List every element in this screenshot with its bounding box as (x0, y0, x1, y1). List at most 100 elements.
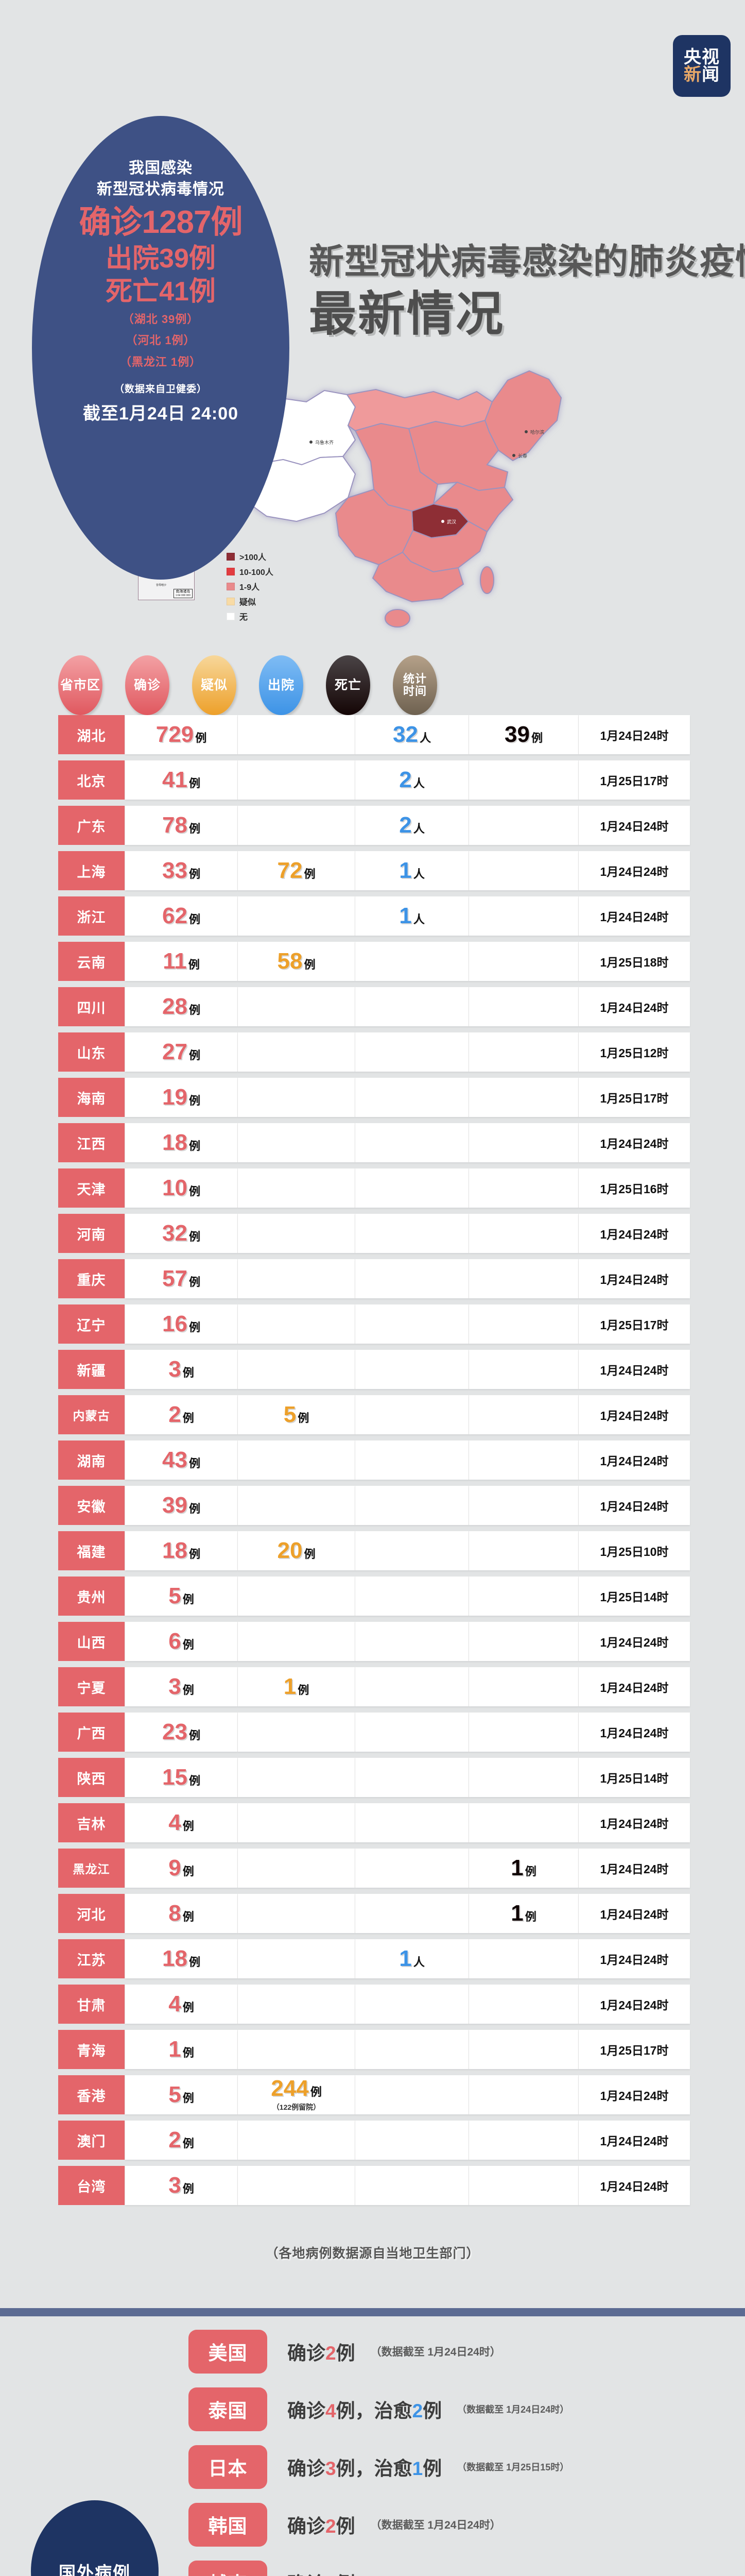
cell-deaths (469, 1304, 579, 1344)
cell-discharged (355, 1894, 469, 1933)
table-row[interactable]: 北京 41 例 2 人 1月25日17时 (0, 760, 745, 800)
cell-deaths (469, 806, 579, 845)
legend-label: 1-9人 (239, 583, 260, 592)
table-row[interactable]: 重庆 57 例 1月24日24时 (0, 1259, 745, 1298)
table-row[interactable]: 上海 33 例 72 例 1 人 1月24日24时 (0, 851, 745, 890)
cell-suspected (238, 2166, 355, 2205)
table-row[interactable]: 山西 6 例 1月24日24时 (0, 1622, 745, 1661)
table-body: 湖北 729 例 32 人 39 例 1月24日24时 北京 41 例 2 人 1月25日17时 广东 78 例… (0, 715, 745, 2205)
national-summary-bubble: 我国感染 新型冠状病毒情况 确诊1287例 出院39例 死亡41例 （湖北 39… (32, 116, 289, 580)
abroad-row[interactable]: 美国 确诊 2 例 （数据截至 1月24日24时） (188, 2323, 724, 2380)
column-header-confirmed[interactable]: 确诊 (125, 655, 169, 715)
cell-suspected (238, 1985, 355, 2024)
cell-discharged (355, 1032, 469, 1072)
table-row[interactable]: 云南 11 例 58 例 1月25日18时 (0, 942, 745, 981)
table-row[interactable]: 辽宁 16 例 1月25日17时 (0, 1304, 745, 1344)
cell-time: 1月24日24时 (579, 1214, 690, 1253)
table-row[interactable]: 吉林 4 例 1月24日24时 (0, 1803, 745, 1842)
table-row[interactable]: 广东 78 例 2 人 1月24日24时 (0, 806, 745, 845)
table-row[interactable]: 内蒙古 2 例 5 例 1月24日24时 (0, 1395, 745, 1434)
abroad-row[interactable]: 泰国 确诊 4 例，治愈 2 例 （数据截至 1月24日24时） (188, 2380, 724, 2438)
country-chip: 韩国 (188, 2502, 267, 2547)
table-row[interactable]: 四川 28 例 1月24日24时 (0, 987, 745, 1026)
table-row[interactable]: 湖南 43 例 1月24日24时 (0, 1440, 745, 1480)
table-row[interactable]: 贵州 5 例 1月25日14时 (0, 1577, 745, 1616)
cell-deaths (469, 760, 579, 800)
legend-swatch (227, 582, 235, 590)
cell-discharged (355, 1304, 469, 1344)
summary-detail-heilongjiang: （黑龙江 1例） (119, 355, 202, 369)
table-row[interactable]: 陕西 15 例 1月25日14时 (0, 1758, 745, 1797)
cell-deaths (469, 1577, 579, 1616)
column-header-province[interactable]: 省市区 (58, 655, 102, 715)
cell-province: 江西 (58, 1123, 125, 1162)
column-header-deaths[interactable]: 死亡 (326, 655, 370, 715)
table-row[interactable]: 河南 32 例 1月24日24时 (0, 1214, 745, 1253)
table-row[interactable]: 宁夏 3 例 1 例 1月24日24时 (0, 1667, 745, 1706)
cell-suspected (238, 1849, 355, 1888)
cell-suspected (238, 2121, 355, 2160)
summary-source-note: （数据来自卫健委） (114, 383, 207, 395)
cell-suspected (238, 806, 355, 845)
cell-deaths (469, 987, 579, 1026)
table-row[interactable]: 天津 10 例 1月25日16时 (0, 1168, 745, 1208)
table-row[interactable]: 福建 18 例 20 例 1月25日10时 (0, 1531, 745, 1570)
column-header-time[interactable]: 统计 时间 (393, 655, 437, 715)
cell-discharged (355, 1577, 469, 1616)
cell-time: 1月25日17时 (579, 1304, 690, 1344)
table-row[interactable]: 青海 1 例 1月25日17时 (0, 2030, 745, 2069)
column-header-suspected[interactable]: 疑似 (192, 655, 236, 715)
cell-time: 1月24日24时 (579, 1622, 690, 1661)
abroad-time-note: （数据截至 1月24日24时） (370, 2346, 501, 2358)
table-row[interactable]: 海南 19 例 1月25日17时 (0, 1078, 745, 1117)
legend-label: 疑似 (239, 598, 256, 607)
table-row[interactable]: 江苏 18 例 1 人 1月24日24时 (0, 1939, 745, 1978)
abroad-row[interactable]: 韩国 确诊 2 例 （数据截至 1月24日24时） (188, 2496, 724, 2553)
cell-confirmed: 78 例 (125, 806, 238, 845)
logo-line-2-rest: 闻 (702, 65, 720, 84)
table-row[interactable]: 甘肃 4 例 1月24日24时 (0, 1985, 745, 2024)
cell-confirmed: 41 例 (125, 760, 238, 800)
cell-province: 云南 (58, 942, 125, 981)
cell-suspected (238, 896, 355, 936)
abroad-row[interactable]: 越南确诊2例（数据截至 1月24日24时） (188, 2553, 724, 2576)
table-row[interactable]: 河北 8 例 1 例 1月24日24时 (0, 1894, 745, 1933)
table-row[interactable]: 山东 27 例 1月25日12时 (0, 1032, 745, 1072)
summary-detail-hebei: （河北 1例） (126, 334, 196, 347)
summary-cutoff-time: 截至1月24日 24:00 (82, 403, 239, 423)
table-row[interactable]: 浙江 62 例 1 人 1月24日24时 (0, 896, 745, 936)
cell-confirmed: 18 例 (125, 1939, 238, 1978)
cell-time: 1月24日24时 (579, 1440, 690, 1480)
table-row[interactable]: 澳门 2 例 1月24日24时 (0, 2121, 745, 2160)
cell-suspected (238, 1803, 355, 1842)
table-row[interactable]: 黑龙江 9 例 1 例 1月24日24时 (0, 1849, 745, 1888)
column-header-discharged[interactable]: 出院 (259, 655, 303, 715)
cell-discharged (355, 1350, 469, 1389)
cell-province: 新疆 (58, 1350, 125, 1389)
cell-discharged (355, 1259, 469, 1298)
cell-time: 1月24日24时 (579, 1803, 690, 1842)
cell-discharged (355, 1531, 469, 1570)
summary-line-1: 我国感染 (129, 160, 193, 177)
cell-deaths (469, 1168, 579, 1208)
table-row[interactable]: 香港 5 例 244 例（122例留院） 1月24日24时 (0, 2075, 745, 2114)
table-row[interactable]: 安徽 39 例 1月24日24时 (0, 1486, 745, 1525)
cell-suspected (238, 1713, 355, 1752)
page-title-line-2: 最新情况 (309, 288, 505, 341)
cell-confirmed: 19 例 (125, 1078, 238, 1117)
table-row[interactable]: 江西 18 例 1月24日24时 (0, 1123, 745, 1162)
table-row[interactable]: 湖北 729 例 32 人 39 例 1月24日24时 (0, 715, 745, 754)
cell-time: 1月24日24时 (579, 2166, 690, 2205)
table-row[interactable]: 新疆 3 例 1月24日24时 (0, 1350, 745, 1389)
table-row[interactable]: 广西 23 例 1月24日24时 (0, 1713, 745, 1752)
abroad-row[interactable]: 日本 确诊 3 例，治愈 1 例 （数据截至 1月25日15时） (188, 2438, 724, 2496)
table-row[interactable]: 台湾 3 例 1月24日24时 (0, 2166, 745, 2205)
legend-item: 10-100人 (227, 565, 273, 578)
